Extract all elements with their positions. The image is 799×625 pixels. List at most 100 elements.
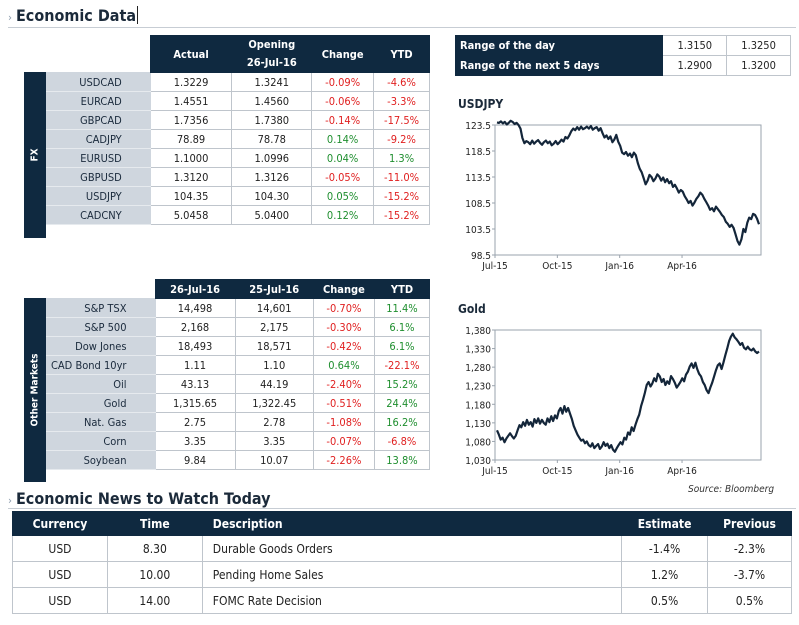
fx-actual-value: 1.4551 (149, 91, 233, 111)
market-label: Soybean (46, 450, 156, 470)
fx-opening-value: 1.4560 (231, 91, 313, 111)
market-ytd-value: -22.1% (373, 355, 431, 375)
fx-row: GBPCAD 1.7356 1.7380 -0.14% -17.5% (46, 110, 430, 130)
gold-series-line (495, 332, 760, 453)
news-row: USD 14.00 FOMC Rate Decision 0.5% 0.5% (12, 587, 792, 614)
market-label: S&P 500 (46, 317, 156, 337)
news-description: FOMC Rate Decision (201, 587, 623, 614)
market-ytd-value: 11.4% (373, 298, 431, 318)
market-d2-value: 3.35 (234, 431, 314, 451)
usdjpy-plot-frame (494, 124, 762, 256)
gold-x-tick-label: Jan-16 (604, 466, 634, 477)
market-row: S&P 500 2,168 2,175 -0.30% 6.1% (46, 317, 431, 337)
usdjpy-y-tick-label: 108.5 (465, 199, 491, 210)
fx-change-value: -0.05% (311, 167, 375, 187)
market-d2-value: 2.78 (234, 412, 314, 432)
fx-row: EURCAD 1.4551 1.4560 -0.06% -3.3% (46, 91, 430, 111)
market-row: Soybean 9.84 10.07 -2.26% 13.8% (46, 450, 431, 470)
market-ytd-value: 16.2% (373, 412, 431, 432)
news-title: Economic News to Watch Today (15, 489, 271, 508)
chevron-right-icon: › (8, 11, 12, 24)
gold-y-tick-label: 1,030 (465, 456, 491, 467)
news-col-description: Description (201, 511, 623, 536)
fx-ytd-value: -9.2% (373, 129, 430, 149)
gold-y-tick-label: 1,280 (465, 363, 491, 374)
fx-opening-value: 104.30 (231, 186, 313, 206)
news-previous: 0.5% (707, 587, 792, 614)
fx-change-value: 0.12% (311, 205, 375, 225)
fx-change-value: -0.09% (311, 72, 375, 92)
market-ytd-value: 24.4% (373, 393, 431, 413)
market-d2-value: 1,322.45 (234, 393, 314, 413)
usdjpy-y-tick-label: 118.5 (465, 147, 491, 158)
fx-ytd-value: -15.2% (373, 186, 430, 206)
market-d1-value: 2.75 (154, 412, 236, 432)
market-label: Dow Jones (46, 336, 156, 356)
fx-row: CADJPY 78.89 78.78 0.14% -9.2% (46, 129, 430, 149)
header-divider (8, 27, 796, 28)
news-estimate: 1.2% (621, 561, 709, 588)
market-change-value: 0.64% (312, 355, 375, 375)
fx-pair-label: USDJPY (46, 186, 151, 206)
usdjpy-y-tick-label: 123.5 (465, 121, 491, 132)
usdjpy-y-tick-label: 103.5 (465, 225, 491, 236)
market-change-value: -0.51% (312, 393, 375, 413)
fx-actual-value: 1.1000 (149, 148, 233, 168)
gold-plot-frame (494, 329, 762, 461)
usdjpy-y-tick-label: 98.5 (471, 251, 491, 262)
fx-opening-value: 1.3241 (231, 72, 313, 92)
market-change-value: -2.26% (312, 450, 375, 470)
range-table: Range of the day 1.3150 1.3250 Range of the… (454, 35, 791, 76)
markets-col-d2: 25-Jul-16 (234, 279, 314, 299)
fx-header-blank (47, 36, 151, 73)
other-markets-sidebar: Other Markets (24, 298, 46, 482)
market-row: Nat. Gas 2.75 2.78 -1.08% 16.2% (46, 412, 431, 432)
range-row: Range of the day 1.3150 1.3250 (454, 35, 791, 56)
fx-col-actual: Actual (149, 35, 233, 73)
fx-actual-value: 1.3229 (149, 72, 233, 92)
market-d2-value: 2,175 (234, 317, 314, 337)
fx-sidebar: FX (24, 72, 46, 238)
market-d1-value: 18,493 (154, 336, 236, 356)
fx-ytd-value: -15.2% (373, 205, 430, 225)
news-previous: -3.7% (707, 561, 792, 588)
market-row: CAD Bond 10yr 1.11 1.10 0.64% -22.1% (46, 355, 431, 375)
market-row: Corn 3.35 3.35 -0.07% -6.8% (46, 431, 431, 451)
news-estimate: -1.4% (621, 535, 709, 562)
gold-x-tick-label: Oct-15 (542, 466, 572, 477)
market-ytd-value: 6.1% (373, 336, 431, 356)
gold-y-tick-label: 1,380 (465, 326, 491, 337)
range-row: Range of the next 5 days 1.2900 1.3200 (454, 55, 791, 76)
fx-change-value: 0.04% (311, 148, 375, 168)
fx-actual-value: 5.0458 (149, 205, 233, 225)
fx-pair-label: GBPCAD (46, 110, 151, 130)
fx-change-value: -0.06% (311, 91, 375, 111)
usdjpy-y-tick-label: 113.5 (465, 173, 491, 184)
fx-row: USDCAD 1.3229 1.3241 -0.09% -4.6% (46, 72, 430, 92)
fx-opening-value: 1.3126 (231, 167, 313, 187)
market-d1-value: 14,498 (154, 298, 236, 318)
fx-ytd-value: -11.0% (373, 167, 430, 187)
market-d1-value: 1,315.65 (154, 393, 236, 413)
markets-table: 26-Jul-16 25-Jul-16 Change YTD S&P TSX 14… (46, 279, 431, 470)
fx-sidebar-label: FX (29, 148, 41, 162)
news-row: USD 8.30 Durable Goods Orders -1.4% -2.3% (12, 535, 792, 562)
news-previous: -2.3% (707, 535, 792, 562)
fx-col-change: Change (311, 35, 375, 73)
fx-pair-label: CADCNY (46, 205, 151, 225)
fx-row: EURUSD 1.1000 1.0996 0.04% 1.3% (46, 148, 430, 168)
fx-change-value: -0.14% (311, 110, 375, 130)
market-d1-value: 2,168 (154, 317, 236, 337)
fx-table: Actual Opening 26-Jul-16 Change YTD USDCA… (46, 35, 430, 225)
fx-col-opening: Opening 26-Jul-16 (231, 35, 313, 73)
fx-row: GBPUSD 1.3120 1.3126 -0.05% -11.0% (46, 167, 430, 187)
fx-opening-value: 78.78 (231, 129, 313, 149)
gold-x-tick-label: Jul-15 (481, 466, 508, 477)
fx-ytd-value: -4.6% (373, 72, 430, 92)
gold-chart-title: Gold (458, 302, 486, 316)
market-row: Dow Jones 18,493 18,571 -0.42% 6.1% (46, 336, 431, 356)
market-label: Corn (46, 431, 156, 451)
market-row: S&P TSX 14,498 14,601 -0.70% 11.4% (46, 298, 431, 318)
range-high-value: 1.3200 (726, 55, 791, 76)
fx-change-value: 0.05% (311, 186, 375, 206)
